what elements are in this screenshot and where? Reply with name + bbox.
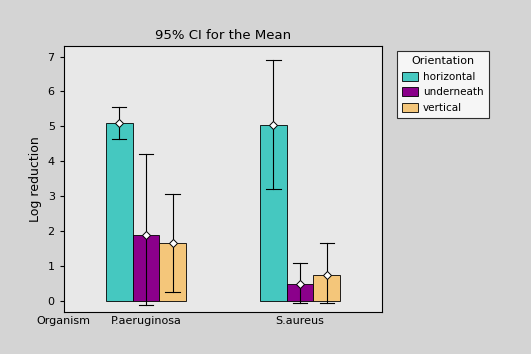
- Bar: [260, 125, 287, 301]
- Bar: [159, 244, 186, 301]
- Title: 95% CI for the Mean: 95% CI for the Mean: [155, 29, 291, 42]
- Bar: [106, 123, 133, 301]
- Bar: [133, 235, 159, 301]
- Bar: [313, 275, 340, 301]
- Y-axis label: Log reduction: Log reduction: [29, 136, 42, 222]
- Legend: horizontal, underneath, vertical: horizontal, underneath, vertical: [397, 51, 489, 118]
- Bar: [287, 284, 313, 301]
